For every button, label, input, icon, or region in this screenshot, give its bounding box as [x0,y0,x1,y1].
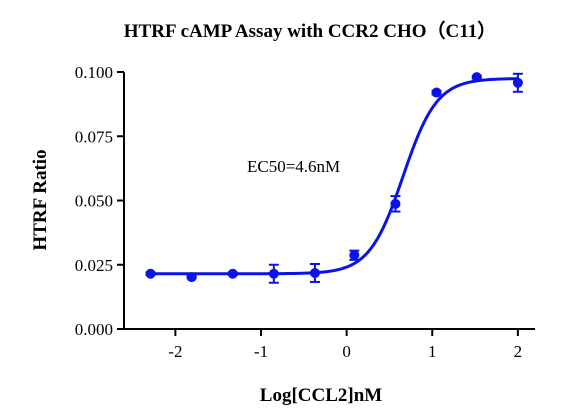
x-tick-label: -2 [168,342,182,361]
chart-title: HTRF cAMP Assay with CCR2 CHO（C11） [124,19,496,42]
fit-curve [150,77,518,276]
x-tick-label: 2 [514,342,523,361]
data-point [309,267,320,278]
ec50-annotation: EC50=4.6nM [247,157,340,176]
data-points [145,72,523,283]
y-tick-label: 0.000 [75,320,113,339]
x-axis-ticks: -2 -1 0 1 2 [168,329,522,361]
x-tick-label: 1 [428,342,437,361]
y-axis-ticks: 0.000 0.025 0.050 0.075 0.100 [75,63,124,339]
y-axis-label: HTRF Ratio [30,149,51,250]
data-point [145,268,156,279]
data-point [186,272,197,283]
y-tick-label: 0.050 [75,192,113,211]
y-tick-label: 0.100 [75,63,113,82]
data-point [390,198,401,209]
data-point [512,77,523,88]
data-point [268,268,279,279]
data-point [227,268,238,279]
data-point [349,250,360,261]
error-bars [145,72,523,284]
x-tick-label: 0 [342,342,351,361]
data-point [431,87,442,98]
data-point [471,72,482,83]
x-tick-label: -1 [254,342,268,361]
x-axis-label: Log[CCL2]nM [260,385,383,406]
y-tick-label: 0.075 [75,127,113,146]
y-tick-label: 0.025 [75,256,113,275]
